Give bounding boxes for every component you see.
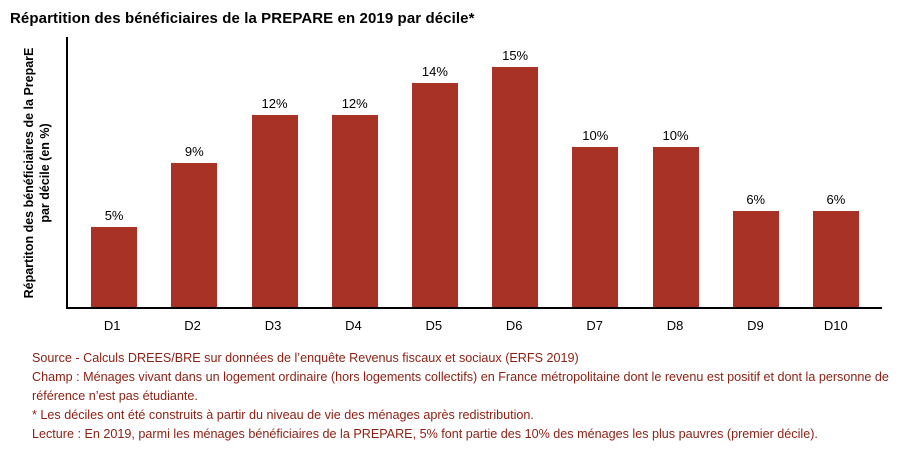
bar-column: 5%	[74, 208, 154, 307]
bar-value-label: 10%	[582, 128, 609, 143]
bar-column: 6%	[796, 192, 876, 307]
bar	[812, 211, 859, 307]
plot-wrap: 5% 9% 12% 12% 14% 15% 10% 10% 6% 6% D1 D2 D3 D4 D5 D6 D…	[66, 37, 882, 333]
x-tick-label: D10	[823, 318, 848, 333]
bar	[251, 115, 298, 307]
bar	[572, 147, 619, 307]
bar	[331, 115, 378, 307]
y-axis-label-area: Répartiton des bénéficiaires de la Prepa…	[8, 37, 66, 333]
bar-column: 15%	[475, 48, 555, 307]
x-tick-label: D1	[103, 318, 121, 333]
bar-value-label: 10%	[662, 128, 689, 143]
bar-value-label: 6%	[746, 192, 766, 207]
x-tick-label: D7	[586, 318, 603, 333]
bar-column: 12%	[315, 96, 395, 307]
bar	[492, 67, 539, 307]
y-axis-label: Répartiton des bénéficiaires de la Prepa…	[21, 47, 52, 299]
x-tick-label: D4	[345, 318, 362, 333]
bar	[91, 227, 138, 307]
x-tick-label: D3	[264, 318, 282, 333]
bar-column: 6%	[716, 192, 796, 307]
footnote-source: Source - Calculs DREES/BRE sur données d…	[32, 351, 579, 365]
bar-value-label: 6%	[826, 192, 846, 207]
bar-value-label: 15%	[502, 48, 529, 63]
x-tick-label: D9	[747, 318, 764, 333]
bar	[652, 147, 699, 307]
bar-column: 10%	[555, 128, 635, 307]
bar-column: 14%	[395, 64, 475, 307]
bar-value-label: 9%	[184, 144, 204, 159]
bar-value-label: 14%	[421, 64, 448, 79]
bar-value-label: 12%	[261, 96, 288, 111]
x-tick-label: D8	[666, 318, 684, 333]
chart-title: Répartition des bénéficiaires de la PREP…	[10, 10, 475, 27]
bar-column: 12%	[234, 96, 314, 307]
x-tick-label: D5	[425, 318, 443, 333]
footnote-champ: Champ : Ménages vivant dans un logement …	[32, 369, 889, 403]
footnotes: Source - Calculs DREES/BRE sur données d…	[32, 349, 900, 443]
footnote-deciles: * Les déciles ont été construits à parti…	[32, 407, 534, 422]
bar-value-label: 12%	[341, 96, 368, 111]
chart-region: Répartiton des bénéficiaires de la Prepa…	[8, 37, 910, 333]
x-tick-label: D6	[505, 318, 523, 333]
bar-column: 10%	[635, 128, 715, 307]
plot-area: 5% 9% 12% 12% 14% 15% 10% 10% 6% 6%	[66, 37, 882, 309]
bar	[171, 163, 218, 307]
bar-column: 9%	[154, 144, 234, 307]
bar	[411, 83, 458, 307]
bar-value-label: 5%	[104, 208, 124, 223]
x-tick-label: D2	[184, 318, 201, 333]
footnote-lecture: Lecture : En 2019, parmi les ménages bén…	[32, 426, 818, 441]
bar	[732, 211, 779, 307]
x-axis-labels: D1 D2 D3 D4 D5 D6 D7 D8 D9 D10	[66, 318, 882, 333]
